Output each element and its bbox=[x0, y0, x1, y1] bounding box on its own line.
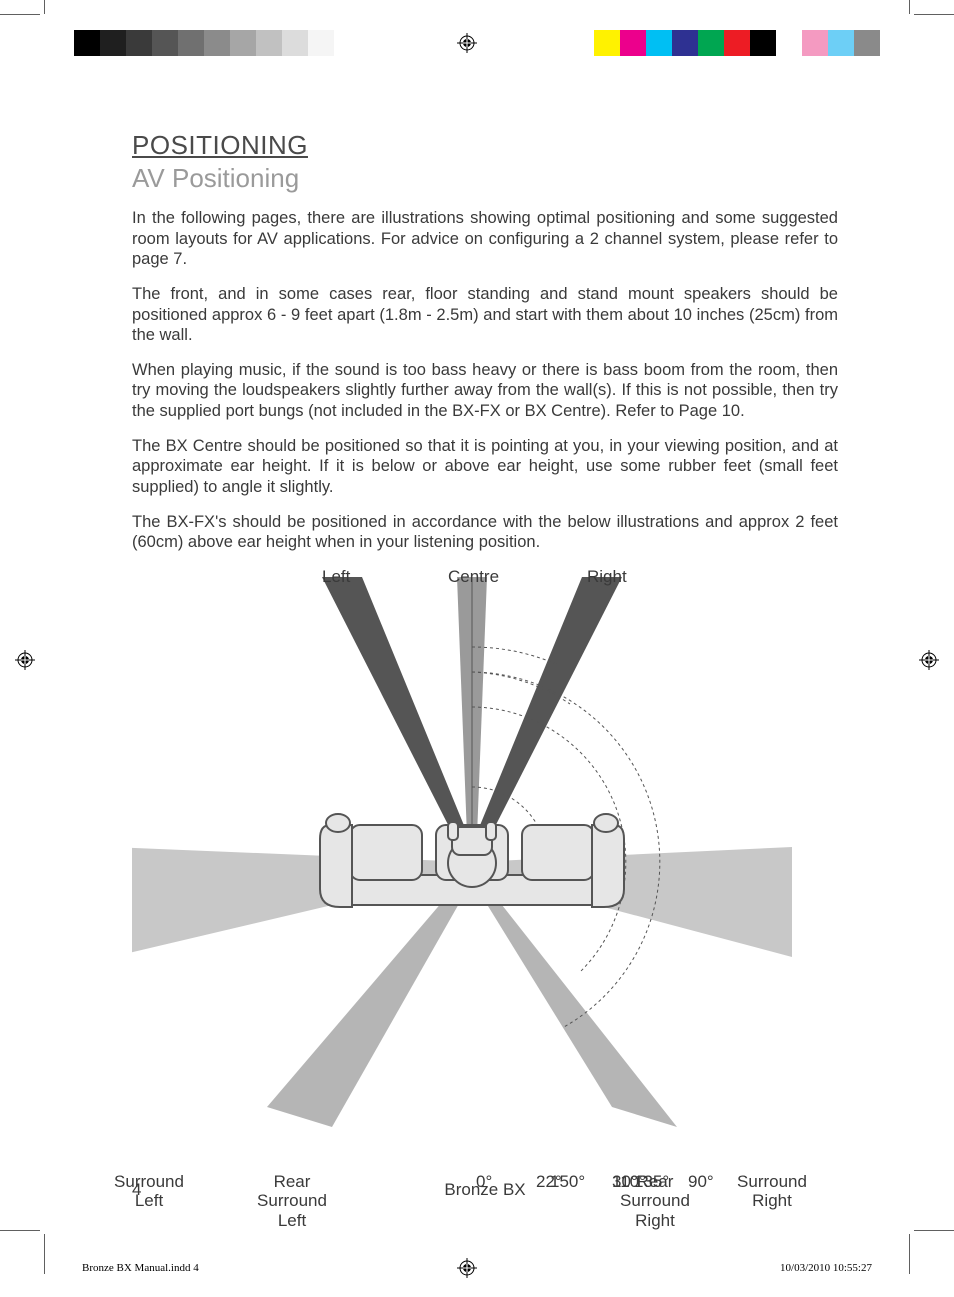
swatch bbox=[230, 30, 256, 56]
swatch bbox=[776, 30, 802, 56]
crop-mark bbox=[914, 14, 954, 15]
crop-mark bbox=[909, 1234, 910, 1274]
arc-22 bbox=[472, 647, 556, 664]
label-right: Right bbox=[587, 567, 627, 587]
grayscale-bar bbox=[74, 30, 386, 56]
swatch bbox=[308, 30, 334, 56]
footer-title: Bronze BX bbox=[132, 1180, 838, 1200]
diagram-svg bbox=[132, 567, 838, 1167]
swatch bbox=[360, 30, 386, 56]
swatch bbox=[282, 30, 308, 56]
crop-mark bbox=[44, 1234, 45, 1274]
swatch bbox=[750, 30, 776, 56]
registration-mark-icon bbox=[919, 650, 939, 670]
swatch bbox=[698, 30, 724, 56]
swatch bbox=[178, 30, 204, 56]
section-title: POSITIONING bbox=[132, 130, 838, 161]
body-paragraph: The BX Centre should be positioned so th… bbox=[132, 436, 838, 498]
swatch bbox=[74, 30, 100, 56]
swatch bbox=[620, 30, 646, 56]
crop-mark bbox=[914, 1230, 954, 1231]
swatch bbox=[126, 30, 152, 56]
swatch bbox=[854, 30, 880, 56]
swatch bbox=[646, 30, 672, 56]
color-bar bbox=[594, 30, 880, 56]
label-centre: Centre bbox=[448, 567, 499, 587]
slug-timestamp: 10/03/2010 10:55:27 bbox=[780, 1262, 872, 1274]
registration-mark-icon bbox=[457, 33, 477, 53]
swatch bbox=[152, 30, 178, 56]
crop-mark bbox=[909, 0, 910, 14]
body-paragraph: The front, and in some cases rear, floor… bbox=[132, 284, 838, 346]
swatch bbox=[724, 30, 750, 56]
swatch bbox=[802, 30, 828, 56]
slug-file: Bronze BX Manual.indd 4 bbox=[82, 1262, 199, 1274]
swatch bbox=[100, 30, 126, 56]
page-content: POSITIONING AV Positioning In the follow… bbox=[132, 130, 838, 1167]
swatch bbox=[672, 30, 698, 56]
crop-mark bbox=[0, 14, 40, 15]
positioning-diagram: Left Centre Right 0° 22° 30° 90° 110° 13… bbox=[132, 567, 838, 1167]
registration-mark-icon bbox=[15, 650, 35, 670]
section-subtitle: AV Positioning bbox=[132, 163, 838, 194]
body-paragraph: In the following pages, there are illust… bbox=[132, 208, 838, 270]
swatch bbox=[594, 30, 620, 56]
swatch bbox=[256, 30, 282, 56]
swatch bbox=[334, 30, 360, 56]
sofa-icon bbox=[320, 814, 624, 907]
swatch bbox=[204, 30, 230, 56]
body-paragraph: The BX-FX's should be positioned in acco… bbox=[132, 512, 838, 553]
swatch bbox=[828, 30, 854, 56]
crop-mark bbox=[0, 1230, 40, 1231]
registration-mark-icon bbox=[457, 1258, 477, 1278]
label-left: Left bbox=[322, 567, 350, 587]
crop-mark bbox=[44, 0, 45, 14]
body-paragraph: When playing music, if the sound is too … bbox=[132, 360, 838, 422]
